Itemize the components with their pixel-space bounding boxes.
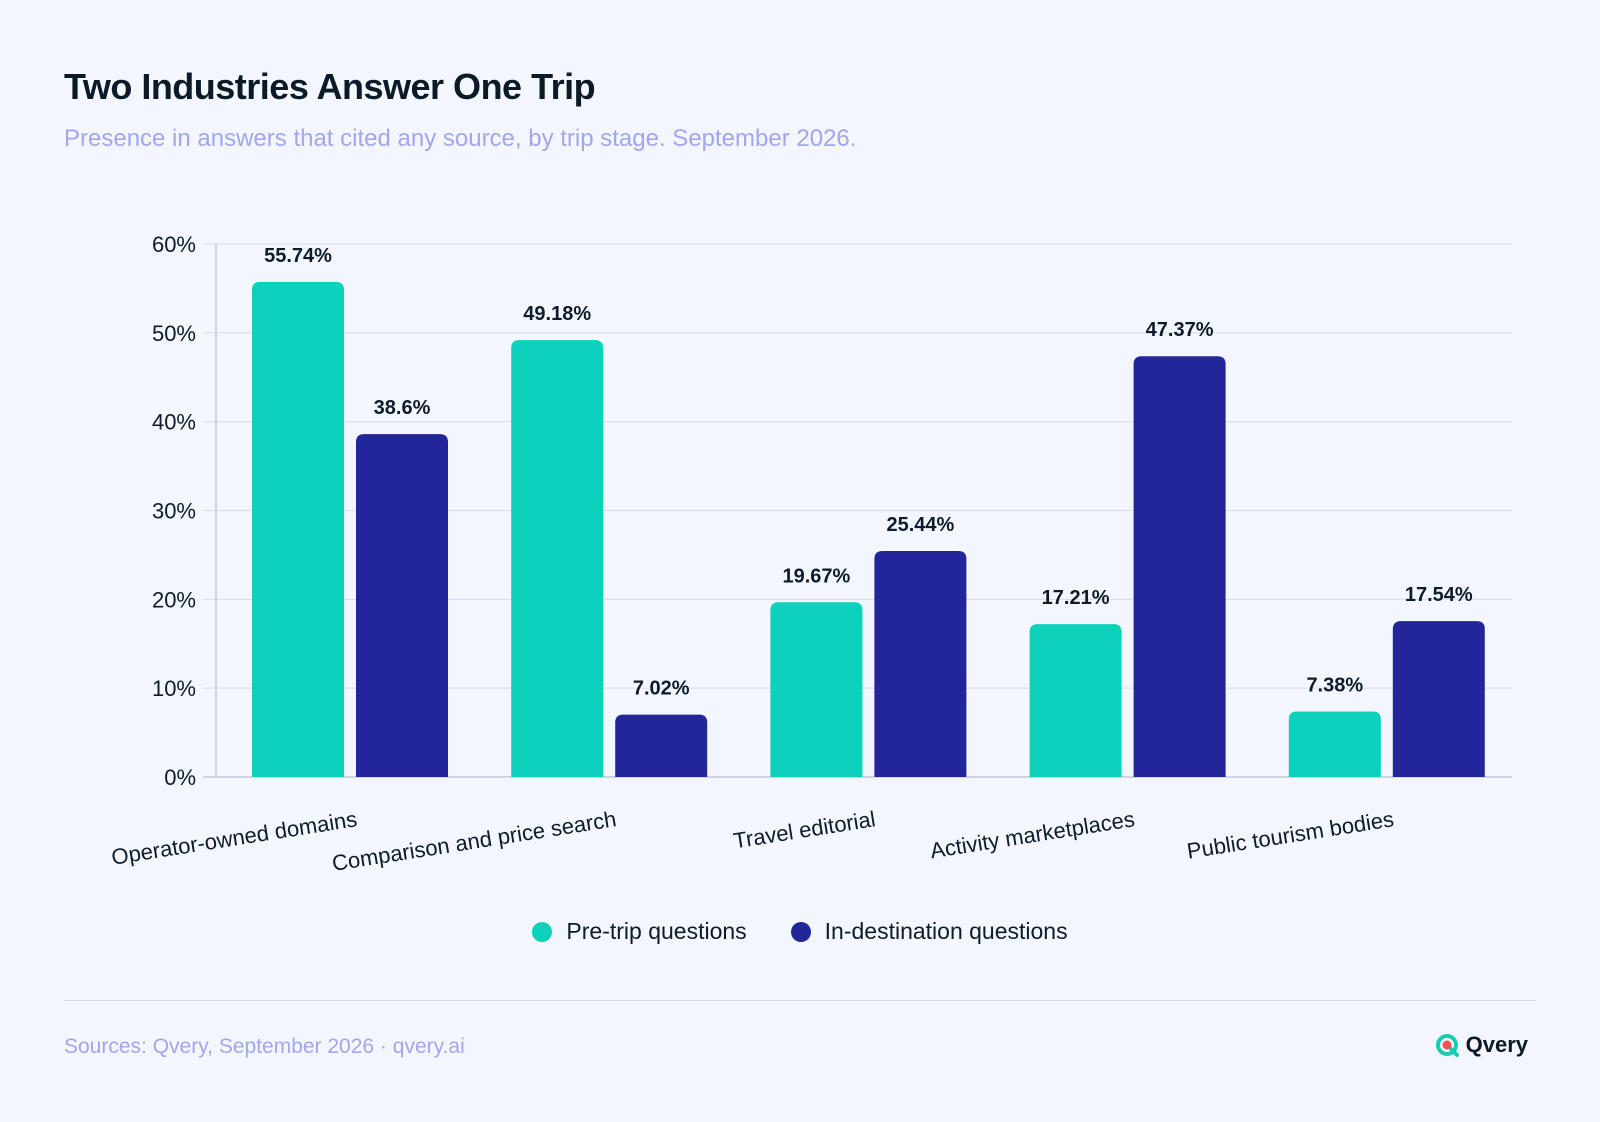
y-tick-label: 0% [164,765,196,790]
footer-divider [64,1000,1536,1001]
legend-swatch-pre-trip [532,921,553,942]
data-label: 7.38% [1306,674,1363,696]
legend-item-in-destination[interactable]: In-destination questions [790,918,1068,945]
bar [1029,624,1122,777]
bar-chart: 0% 10% 20% 30% 40% 50% 60% 55.74% 38.6% Operator-… [110,232,1512,876]
chart-subtitle: Presence in answers that cited any sourc… [64,125,857,152]
legend: Pre-trip questions In-destination questi… [0,918,1600,945]
bar [1392,621,1485,777]
bar [252,281,344,777]
y-tick-label: 40% [152,410,196,435]
legend-item-pre-trip[interactable]: Pre-trip questions [532,918,747,945]
y-tick-label: 30% [152,499,196,524]
bar [1288,711,1381,777]
data-label: 49.18% [523,303,591,325]
x-tick-label: Activity marketplaces [928,806,1136,863]
brand-name: Qvery [1465,1032,1528,1057]
legend-label-pre-trip: Pre-trip questions [566,918,747,944]
footer-source: Sources: Qvery, September 2026 · qvery.a… [64,1035,465,1058]
bar [1133,356,1226,777]
x-tick-label: Travel editorial [732,806,878,853]
y-tick-label: 10% [152,676,196,701]
legend-swatch-in-destination [790,921,811,942]
data-label: 55.74% [264,245,332,267]
y-tick-label: 60% [152,232,196,257]
chart-title: Two Industries Answer One Trip [64,66,596,107]
data-label: 7.02% [633,678,690,700]
data-label: 17.21% [1042,587,1110,609]
data-label: 47.37% [1146,319,1214,341]
x-tick-label: Comparison and price search [330,806,618,876]
data-label: 25.44% [886,514,954,536]
brand-logo[interactable]: Qvery [1434,1032,1528,1058]
bar [770,602,863,777]
data-label: 17.54% [1405,584,1473,606]
legend-label-in-destination: In-destination questions [824,918,1068,944]
x-tick-label: Operator-owned domains [110,806,359,870]
y-tick-label: 50% [152,321,196,346]
data-label: 19.67% [782,565,850,587]
bar [511,340,604,777]
bar [874,551,967,777]
bar [356,434,448,777]
y-tick-label: 20% [152,587,196,612]
qvery-logo-icon [1435,1034,1459,1057]
x-tick-label: Public tourism bodies [1185,806,1395,863]
bar [615,714,708,777]
data-label: 38.6% [374,397,431,419]
